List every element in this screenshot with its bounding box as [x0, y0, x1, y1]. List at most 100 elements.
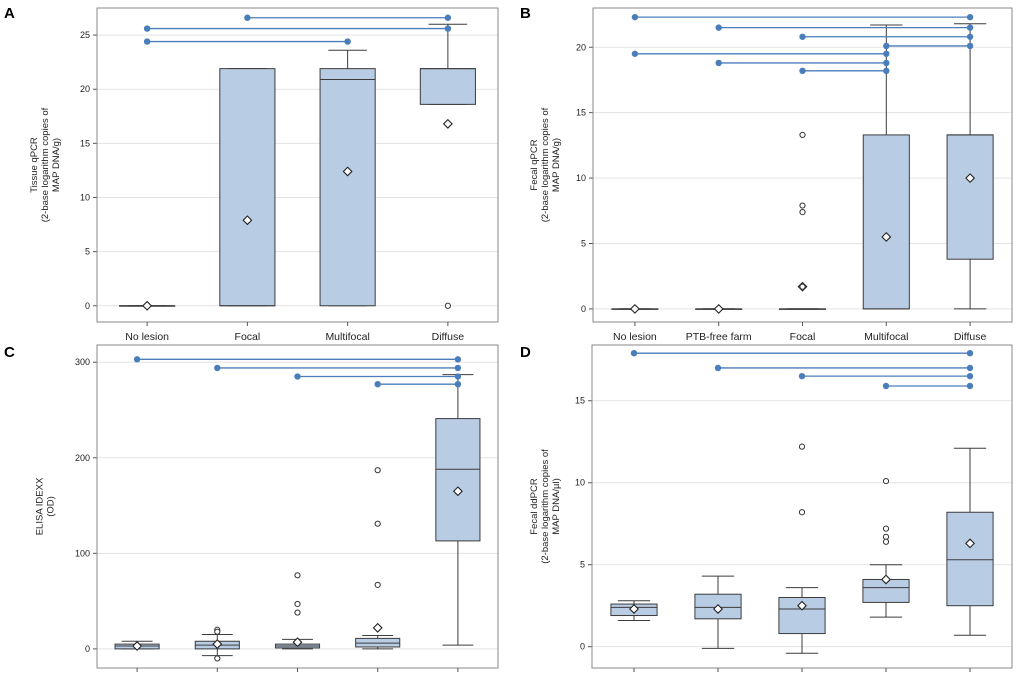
x-tick-label: Diffuse — [432, 331, 465, 343]
mean-marker — [713, 603, 723, 614]
comparison-line — [799, 67, 890, 75]
comparison-endpoint — [883, 50, 890, 57]
comparison-endpoint — [883, 67, 890, 75]
outlier-point — [374, 467, 381, 474]
y-axis-label: MAP DNA/g) — [51, 138, 62, 192]
comparison-endpoint — [966, 13, 974, 21]
y-tick-label: 100 — [75, 548, 90, 558]
y-axis-label: Fecal qPCR — [529, 139, 540, 190]
x-tick-label: PTB-free farm — [686, 331, 752, 343]
mean-marker — [797, 600, 807, 611]
box-iqr — [862, 134, 910, 310]
y-axis-label: (OD) — [46, 496, 57, 517]
y-tick-label: 0 — [85, 644, 90, 654]
comparison-endpoint — [798, 372, 806, 380]
box-iqr — [219, 68, 276, 307]
comparison-line — [631, 50, 890, 57]
y-tick-label: 10 — [576, 173, 586, 183]
comparison-line — [798, 372, 974, 380]
y-axis-label: MAP DNA/g) — [551, 138, 562, 192]
outlier-point — [294, 600, 301, 608]
comparison-endpoint — [966, 33, 974, 40]
panel-letter: C — [4, 344, 15, 361]
comparison-line — [143, 25, 452, 32]
box-iqr — [319, 68, 376, 307]
comparison-line — [715, 59, 890, 67]
y-tick-label: 15 — [576, 108, 586, 118]
y-tick-label: 0 — [85, 301, 90, 311]
comparison-endpoint — [454, 380, 462, 388]
y-axis-label: Tissue qPCR — [29, 137, 40, 193]
box-multifocal — [319, 49, 376, 307]
y-axis-label: (2-base logarithm copies of — [40, 107, 51, 222]
x-tick-label: Multifocal — [864, 331, 908, 343]
panel-letter: B — [520, 5, 531, 22]
x-tick-label: Multifocal — [325, 331, 369, 343]
box-diffuse — [435, 374, 481, 646]
mean-marker — [212, 639, 223, 650]
outlier-point — [798, 509, 806, 516]
comparison-endpoint — [244, 14, 251, 21]
comparison-endpoint — [454, 364, 462, 372]
mean-marker — [292, 637, 303, 648]
outlier-point — [214, 655, 221, 662]
outlier-point — [798, 443, 806, 450]
x-tick-label: No lesion — [125, 331, 169, 343]
box-multifocal — [862, 477, 910, 618]
y-tick-label: 20 — [80, 84, 90, 94]
y-tick-label: 5 — [85, 247, 90, 257]
comparison-endpoint — [143, 25, 151, 32]
comparison-endpoint — [966, 24, 974, 31]
box-focal — [778, 131, 827, 310]
y-axis-label: MAP DNA/µl) — [551, 478, 562, 535]
mean-marker — [342, 166, 353, 177]
box-multifocal — [355, 467, 401, 650]
box-iqr — [946, 134, 994, 260]
y-tick-label: 10 — [575, 478, 585, 488]
comparison-line — [294, 373, 462, 380]
y-tick-label: 300 — [75, 357, 90, 367]
box-diffuse — [946, 23, 994, 310]
panel-d: D 0 5 10 15 Fecal ddPCR (2-base logarithm copi… — [520, 344, 1013, 678]
x-tick-label: No lesion — [613, 331, 657, 343]
y-tick-label: 200 — [75, 453, 90, 463]
outlier-point — [444, 302, 451, 309]
comparison-endpoint — [631, 50, 639, 57]
outlier-point — [294, 609, 301, 616]
comparison-endpoint — [444, 25, 452, 32]
box-no-lesion — [114, 640, 160, 651]
comparison-line — [630, 349, 974, 357]
mean-marker — [132, 641, 143, 651]
outlier-point — [374, 581, 381, 588]
outlier-point — [799, 283, 806, 290]
comparison-endpoint — [883, 59, 890, 67]
mean-marker — [965, 173, 976, 184]
y-tick-label: 5 — [580, 560, 585, 570]
mean-marker — [881, 231, 892, 242]
y-tick-label: 10 — [80, 192, 90, 202]
box-ptb-free-farm — [695, 303, 743, 314]
comparison-line — [883, 42, 974, 50]
comparison-line — [631, 13, 974, 21]
x-tick-label: Focal — [790, 331, 816, 343]
comparison-endpoint — [799, 67, 806, 75]
comparison-line — [244, 14, 452, 21]
box-no-lesion — [119, 300, 176, 311]
mean-marker — [629, 603, 639, 614]
panel-letter: D — [520, 344, 531, 361]
y-axis-label: ELISA IDEXX — [35, 477, 46, 535]
comparison-endpoint — [143, 38, 151, 45]
outlier-point — [214, 628, 221, 635]
comparison-endpoint — [133, 356, 141, 363]
comparison-line — [214, 364, 462, 372]
y-axis-label: (2-base logarithm copies of — [540, 107, 551, 222]
mean-marker — [713, 303, 724, 314]
comparison-endpoint — [966, 372, 974, 380]
mean-marker — [142, 300, 153, 311]
comparison-endpoint — [344, 38, 351, 45]
y-axis-label: (2-base logarithm copies of — [540, 449, 551, 564]
box-focal — [778, 443, 826, 654]
comparison-endpoint — [966, 382, 974, 390]
y-tick-label: 5 — [581, 239, 586, 249]
